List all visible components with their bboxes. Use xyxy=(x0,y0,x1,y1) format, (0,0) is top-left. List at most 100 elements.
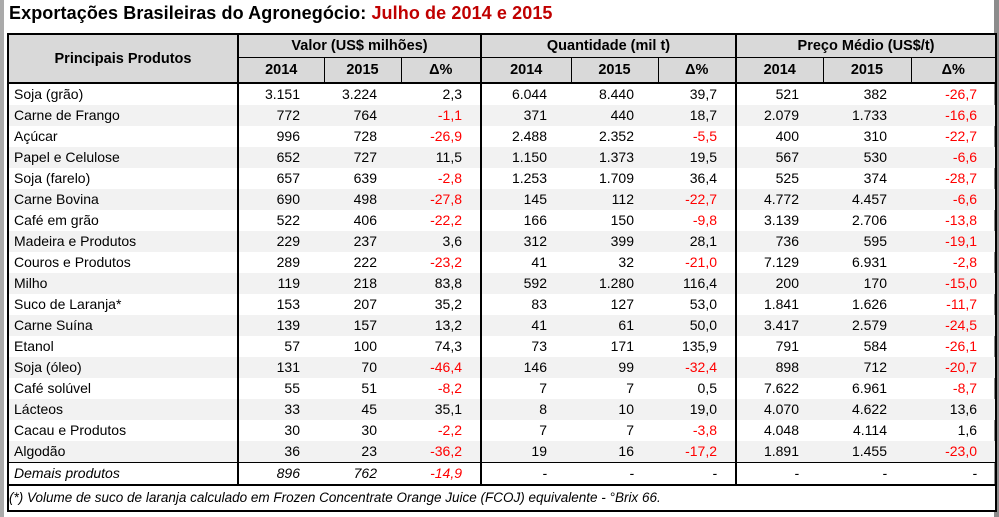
preco-2014-cell: 898 xyxy=(775,359,799,375)
preco-2015-cell: 4.457 xyxy=(851,191,887,207)
valor-delta-cell: -36,2 xyxy=(401,441,482,463)
valor-2015-cell: 207 xyxy=(353,296,377,312)
quantidade-2014-cell: 41 xyxy=(531,317,547,333)
preco-delta-cell: -6,6 xyxy=(952,191,978,207)
preco-delta-cell: -13,8 xyxy=(945,212,978,228)
preco-2015-cell: 382 xyxy=(863,86,887,102)
valor-2015-cell: 23 xyxy=(361,443,377,459)
valor-2014-cell: 55 xyxy=(284,380,300,396)
valor-2014-cell: 289 xyxy=(276,254,300,270)
valor-delta-cell: -2,2 xyxy=(401,420,482,441)
valor-delta-cell: -8,2 xyxy=(401,378,482,399)
preco-delta-cell: -26,1 xyxy=(945,338,978,354)
valor-2014-cell: 522 xyxy=(276,212,300,228)
preco-delta-cell: -23,0 xyxy=(945,443,978,459)
table-row: Açúcar 996 728 -26,9 2.488 2.352 -5,5 400 310 -22… xyxy=(8,126,996,147)
quantidade-2015-cell: 2.352 xyxy=(598,128,634,144)
valor-2015-cell: 727 xyxy=(353,149,377,165)
product-name-cell: Soja (óleo) xyxy=(8,357,239,378)
quantidade-delta-cell: -5,5 xyxy=(658,126,737,147)
quantidade-delta-cell: -21,0 xyxy=(658,252,737,273)
quantidade-2014-cell: 371 xyxy=(523,107,547,123)
table-row: Milho 119 218 83,8 592 1.280 116,4 200 170 -15,0 xyxy=(8,273,997,294)
product-name-cell: Carne de Frango xyxy=(8,105,239,126)
quantidade-delta-cell: 135,9 xyxy=(658,336,737,357)
valor-2014-cell: 119 xyxy=(277,275,300,291)
valor-delta-cell: -46,4 xyxy=(401,357,482,378)
table-row: Café em grão 522 406 -22,2 166 150 -9,8 3.139 2.… xyxy=(8,210,996,231)
preco-2015-cell: 310 xyxy=(863,128,887,144)
product-name-cell: Soja (farelo) xyxy=(8,168,239,189)
footnote: (*) Volume de suco de laranja calculado … xyxy=(8,484,997,511)
valor-delta-cell: 83,8 xyxy=(401,273,482,294)
table-row: Papel e Celulose 652 727 11,5 1.150 1.373 19,5… xyxy=(8,147,997,168)
preco-2015-cell: 712 xyxy=(863,359,887,375)
valor-2014-cell: 30 xyxy=(284,422,300,438)
quantidade-delta-cell: 19,0 xyxy=(658,399,737,420)
quantidade-2015-cell: 127 xyxy=(610,296,634,312)
valor-delta-cell: 35,1 xyxy=(401,399,482,420)
preco-delta-cell: -16,6 xyxy=(945,107,978,123)
table-row: Suco de Laranja* 153 207 35,2 83 127 53,0 1.841… xyxy=(8,294,996,315)
valor-2014-cell: 657 xyxy=(276,170,300,186)
valor-2015-cell: 30 xyxy=(361,422,377,438)
quantidade-2014-cell: - xyxy=(481,462,571,485)
quantidade-2015-cell: 8.440 xyxy=(598,86,634,102)
valor-delta-cell: 74,3 xyxy=(401,336,482,357)
table-row: Demais produtos 896 762 -14,9- - - - - - xyxy=(8,462,997,485)
table-row: Algodão 36 23 -36,2 19 16 -17,2 1.891 1.455 -23,0 xyxy=(8,441,997,463)
preco-delta-cell: -19,1 xyxy=(945,233,978,249)
quantidade-2015-cell: 440 xyxy=(610,107,634,123)
quantidade-2015-cell: 7 xyxy=(626,422,634,438)
quantidade-2015-cell: 1.373 xyxy=(598,149,634,165)
product-name-cell: Demais produtos xyxy=(8,462,239,485)
quantidade-delta-cell: 36,4 xyxy=(658,168,737,189)
valor-delta-cell: -14,9 xyxy=(401,462,482,485)
sub-header-quantidade-delta: Δ% xyxy=(658,57,737,84)
preco-delta-cell: -6,6 xyxy=(952,149,978,165)
preco-delta-cell: -2,8 xyxy=(952,254,978,270)
preco-2015-cell: 170 xyxy=(863,275,887,291)
preco-2014-cell: 4.772 xyxy=(763,191,799,207)
product-name-cell: Algodão xyxy=(8,441,239,463)
table-row: Carne Bovina 690 498 -27,8 145 112 -22,7 4.772 4… xyxy=(8,189,997,210)
quantidade-delta-cell: 50,0 xyxy=(658,315,737,336)
quantidade-2014-cell: 146 xyxy=(523,359,547,375)
valor-2014-cell: 57 xyxy=(284,338,300,354)
valor-2014-cell: 3.151 xyxy=(264,86,300,102)
product-name-cell: Cacau e Produtos xyxy=(8,420,239,441)
preco-2015-cell: 1.626 xyxy=(851,296,887,312)
valor-2014-cell: 690 xyxy=(276,191,300,207)
valor-2014-cell: 896 xyxy=(238,462,324,485)
quantidade-2014-cell: 312 xyxy=(523,233,547,249)
valor-2015-cell: 45 xyxy=(361,401,377,417)
preco-2015-cell: 374 xyxy=(863,170,887,186)
quantidade-delta-cell: 18,7 xyxy=(658,105,737,126)
quantidade-2014-cell: 1.253 xyxy=(511,170,547,186)
table-row: Lácteos 33 45 35,1 8 10 19,0 4.070 4.622 13,6 xyxy=(8,399,997,420)
valor-2015-cell: 237 xyxy=(353,233,377,249)
preco-delta-cell: -22,7 xyxy=(945,128,978,144)
quantidade-2014-cell: 166 xyxy=(523,212,547,228)
table-row: Etanol 57 100 74,3 73 171 135,9 791 584 -26,1 xyxy=(8,336,996,357)
quantidade-delta-cell: -9,8 xyxy=(658,210,737,231)
table-row: Carne Suína 139 157 13,2 41 61 50,0 3.417 2.579 -… xyxy=(8,315,997,336)
preco-2014-cell: 7.129 xyxy=(763,254,799,270)
table-body: Soja (grão) 3.151 3.224 2,3 6.044 8.440 39,7 52… xyxy=(8,83,997,485)
preco-2014-cell: 400 xyxy=(775,128,799,144)
page-title: Exportações Brasileiras do Agronegócio: … xyxy=(9,3,553,24)
column-group-preco-medio: Preço Médio (US$/t) xyxy=(736,34,997,58)
preco-2014-cell: 4.048 xyxy=(763,422,799,438)
quantidade-2014-cell: 6.044 xyxy=(511,86,547,102)
valor-delta-cell: 3,6 xyxy=(401,231,482,252)
preco-delta-cell: -26,7 xyxy=(945,86,978,102)
valor-delta-cell: -26,9 xyxy=(401,126,482,147)
valor-2014-cell: 229 xyxy=(276,233,300,249)
product-name-cell: Etanol xyxy=(8,336,239,357)
column-header-produtos: Principais Produtos xyxy=(8,34,239,84)
quantidade-delta-cell: - xyxy=(658,462,737,485)
preco-2014-cell: 736 xyxy=(775,233,799,249)
preco-delta-cell: -24,5 xyxy=(945,317,978,333)
valor-delta-cell: 2,3 xyxy=(401,83,482,105)
product-name-cell: Café solúvel xyxy=(8,378,239,399)
